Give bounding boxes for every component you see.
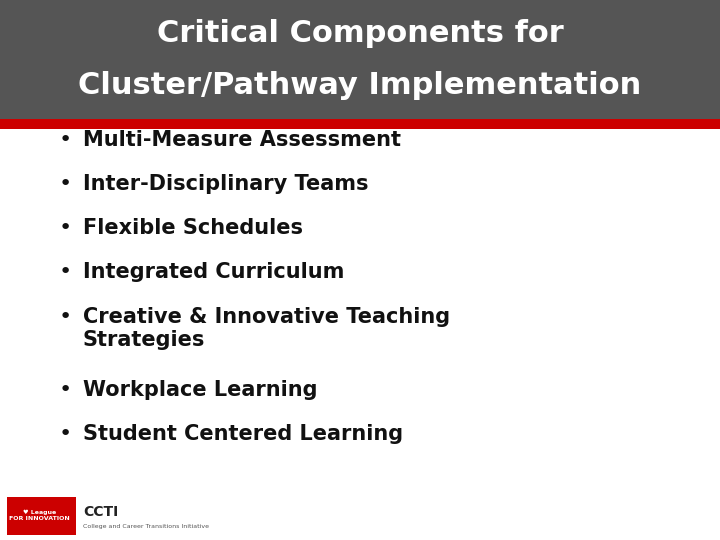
Text: Flexible Schedules: Flexible Schedules (83, 218, 303, 238)
Text: Critical Components for: Critical Components for (157, 19, 563, 48)
Text: •: • (58, 307, 71, 327)
Text: Cluster/Pathway Implementation: Cluster/Pathway Implementation (78, 71, 642, 100)
Text: •: • (58, 174, 71, 194)
Text: Creative & Innovative Teaching
Strategies: Creative & Innovative Teaching Strategie… (83, 307, 450, 350)
Text: •: • (58, 380, 71, 400)
Text: •: • (58, 130, 71, 150)
Text: •: • (58, 218, 71, 238)
Text: CCTI: CCTI (83, 505, 118, 519)
Text: Workplace Learning: Workplace Learning (83, 380, 318, 400)
Text: ♥ League
FOR INNOVATION: ♥ League FOR INNOVATION (9, 510, 70, 521)
Text: Student Centered Learning: Student Centered Learning (83, 424, 403, 444)
Bar (0, 119, 720, 129)
Text: College and Career Transitions Initiative: College and Career Transitions Initiativ… (83, 524, 209, 529)
Text: Integrated Curriculum: Integrated Curriculum (83, 262, 344, 282)
Bar (7, 497, 76, 535)
Bar (0, 0, 720, 119)
Text: Inter-Disciplinary Teams: Inter-Disciplinary Teams (83, 174, 369, 194)
Text: •: • (58, 262, 71, 282)
Text: Multi-Measure Assessment: Multi-Measure Assessment (83, 130, 401, 150)
Text: •: • (58, 424, 71, 444)
